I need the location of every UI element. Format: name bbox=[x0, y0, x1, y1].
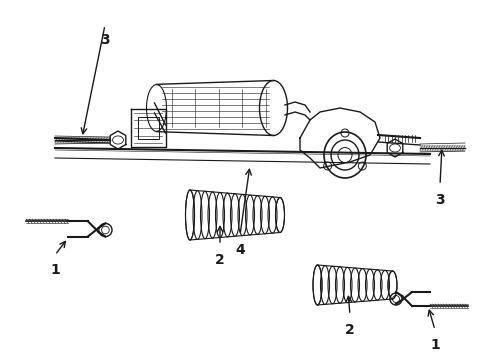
Text: 1: 1 bbox=[50, 263, 60, 277]
Text: 4: 4 bbox=[235, 243, 245, 257]
Bar bbox=[138, 117, 158, 139]
Text: 1: 1 bbox=[430, 338, 440, 352]
Text: 3: 3 bbox=[435, 193, 445, 207]
Text: 3: 3 bbox=[100, 33, 110, 47]
Text: 2: 2 bbox=[215, 253, 225, 267]
Text: 2: 2 bbox=[345, 323, 355, 337]
